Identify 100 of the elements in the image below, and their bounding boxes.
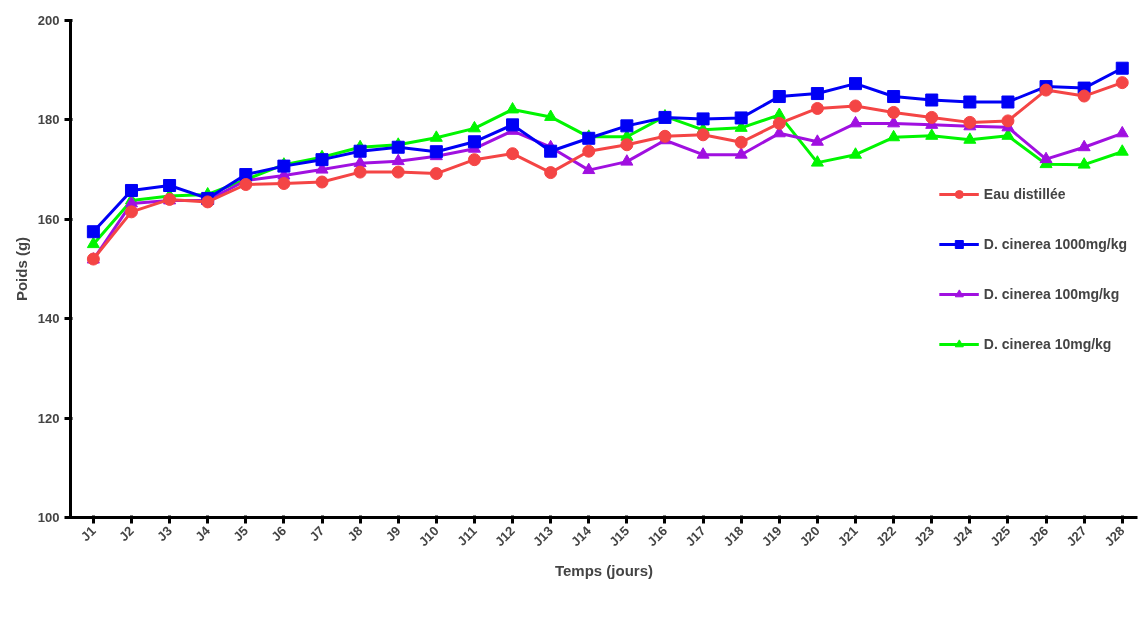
point bbox=[696, 128, 710, 142]
point bbox=[887, 90, 901, 104]
point bbox=[696, 112, 710, 126]
point bbox=[467, 135, 481, 149]
point bbox=[963, 95, 977, 109]
point bbox=[734, 111, 748, 125]
x-tick-label: J23 bbox=[911, 523, 938, 550]
point bbox=[86, 225, 100, 239]
point bbox=[849, 115, 863, 128]
point bbox=[887, 105, 901, 119]
point bbox=[772, 116, 786, 130]
x-tick-label: J8 bbox=[344, 523, 366, 545]
point bbox=[239, 178, 253, 191]
point bbox=[353, 165, 367, 179]
point bbox=[391, 140, 405, 154]
x-tick-label: J6 bbox=[268, 523, 290, 545]
x-tick-label: J28 bbox=[1101, 523, 1128, 550]
y-tick-label: 140 bbox=[37, 311, 60, 327]
point bbox=[925, 93, 939, 107]
point bbox=[887, 129, 901, 142]
legend-label: Eau distillée bbox=[983, 185, 1066, 202]
x-axis-title: Temps (jours) bbox=[554, 562, 654, 580]
point bbox=[429, 167, 443, 181]
point bbox=[1001, 114, 1015, 128]
point bbox=[544, 166, 558, 180]
point bbox=[696, 147, 710, 159]
point bbox=[544, 109, 558, 121]
point bbox=[925, 128, 939, 140]
legend-label: D. cinerea 100mg/kg bbox=[983, 285, 1120, 302]
point bbox=[315, 153, 329, 167]
point bbox=[163, 179, 177, 192]
point bbox=[1039, 151, 1053, 164]
x-tick-label: J5 bbox=[230, 523, 252, 545]
x-tick-label: J14 bbox=[568, 522, 595, 550]
point bbox=[429, 130, 443, 142]
point bbox=[1115, 76, 1129, 90]
x-tick-label: J13 bbox=[530, 523, 556, 550]
x-tick-label: J21 bbox=[834, 523, 861, 550]
point bbox=[810, 155, 824, 167]
x-tick-label: J9 bbox=[382, 523, 404, 545]
point bbox=[810, 101, 824, 115]
x-tick-label: J1 bbox=[77, 523, 99, 545]
x-tick-label: J26 bbox=[1025, 523, 1052, 550]
point bbox=[582, 162, 596, 175]
point bbox=[925, 110, 939, 124]
x-tick-label: J27 bbox=[1063, 523, 1090, 550]
point bbox=[810, 87, 824, 101]
x-tick-label: J22 bbox=[872, 523, 899, 550]
point bbox=[620, 154, 634, 166]
x-tick-label: J11 bbox=[454, 523, 480, 549]
legend-label: D. cinerea 10mg/kg bbox=[983, 335, 1112, 352]
y-axis-title: Poids (g) bbox=[12, 236, 30, 302]
point bbox=[620, 138, 634, 152]
point bbox=[582, 144, 596, 158]
point bbox=[1115, 144, 1129, 156]
point bbox=[86, 236, 100, 249]
point bbox=[963, 132, 977, 144]
point bbox=[277, 177, 291, 190]
legend-label: D. cinerea 1000mg/kg bbox=[983, 235, 1127, 252]
point bbox=[810, 134, 824, 146]
point bbox=[467, 120, 481, 133]
point bbox=[201, 195, 215, 209]
x-tick-label: J4 bbox=[192, 522, 214, 545]
point bbox=[506, 102, 520, 114]
x-tick-label: J25 bbox=[987, 523, 1014, 550]
y-tick-label: 100 bbox=[37, 510, 60, 525]
point bbox=[1077, 89, 1091, 103]
x-tick-label: J19 bbox=[758, 523, 785, 550]
y-tick-label: 180 bbox=[37, 112, 60, 128]
x-tick-label: J3 bbox=[154, 523, 175, 545]
x-tick-label: J10 bbox=[415, 523, 442, 550]
x-tick-label: J17 bbox=[682, 523, 709, 550]
y-tick-label: 160 bbox=[37, 211, 60, 227]
point bbox=[1077, 139, 1091, 152]
point bbox=[506, 118, 520, 132]
point bbox=[1115, 125, 1129, 138]
x-tick-label: J16 bbox=[644, 523, 671, 550]
point bbox=[391, 153, 405, 166]
point bbox=[1001, 95, 1015, 109]
point bbox=[391, 165, 405, 179]
point bbox=[506, 147, 520, 161]
point bbox=[353, 144, 367, 158]
point bbox=[277, 159, 291, 173]
point bbox=[1115, 61, 1129, 75]
x-tick-label: J12 bbox=[491, 523, 518, 550]
point bbox=[1077, 157, 1091, 169]
x-tick-label: J24 bbox=[949, 522, 976, 550]
point bbox=[849, 77, 863, 91]
x-tick-label: J2 bbox=[115, 523, 137, 545]
x-tick-label: J15 bbox=[606, 523, 633, 550]
point bbox=[620, 119, 634, 133]
point bbox=[772, 90, 786, 104]
point bbox=[582, 131, 596, 145]
point bbox=[734, 135, 748, 149]
point bbox=[734, 147, 748, 159]
point bbox=[849, 99, 863, 113]
point bbox=[1001, 128, 1015, 140]
x-tick-label: J20 bbox=[796, 523, 823, 550]
point bbox=[467, 153, 481, 167]
point bbox=[124, 205, 138, 219]
